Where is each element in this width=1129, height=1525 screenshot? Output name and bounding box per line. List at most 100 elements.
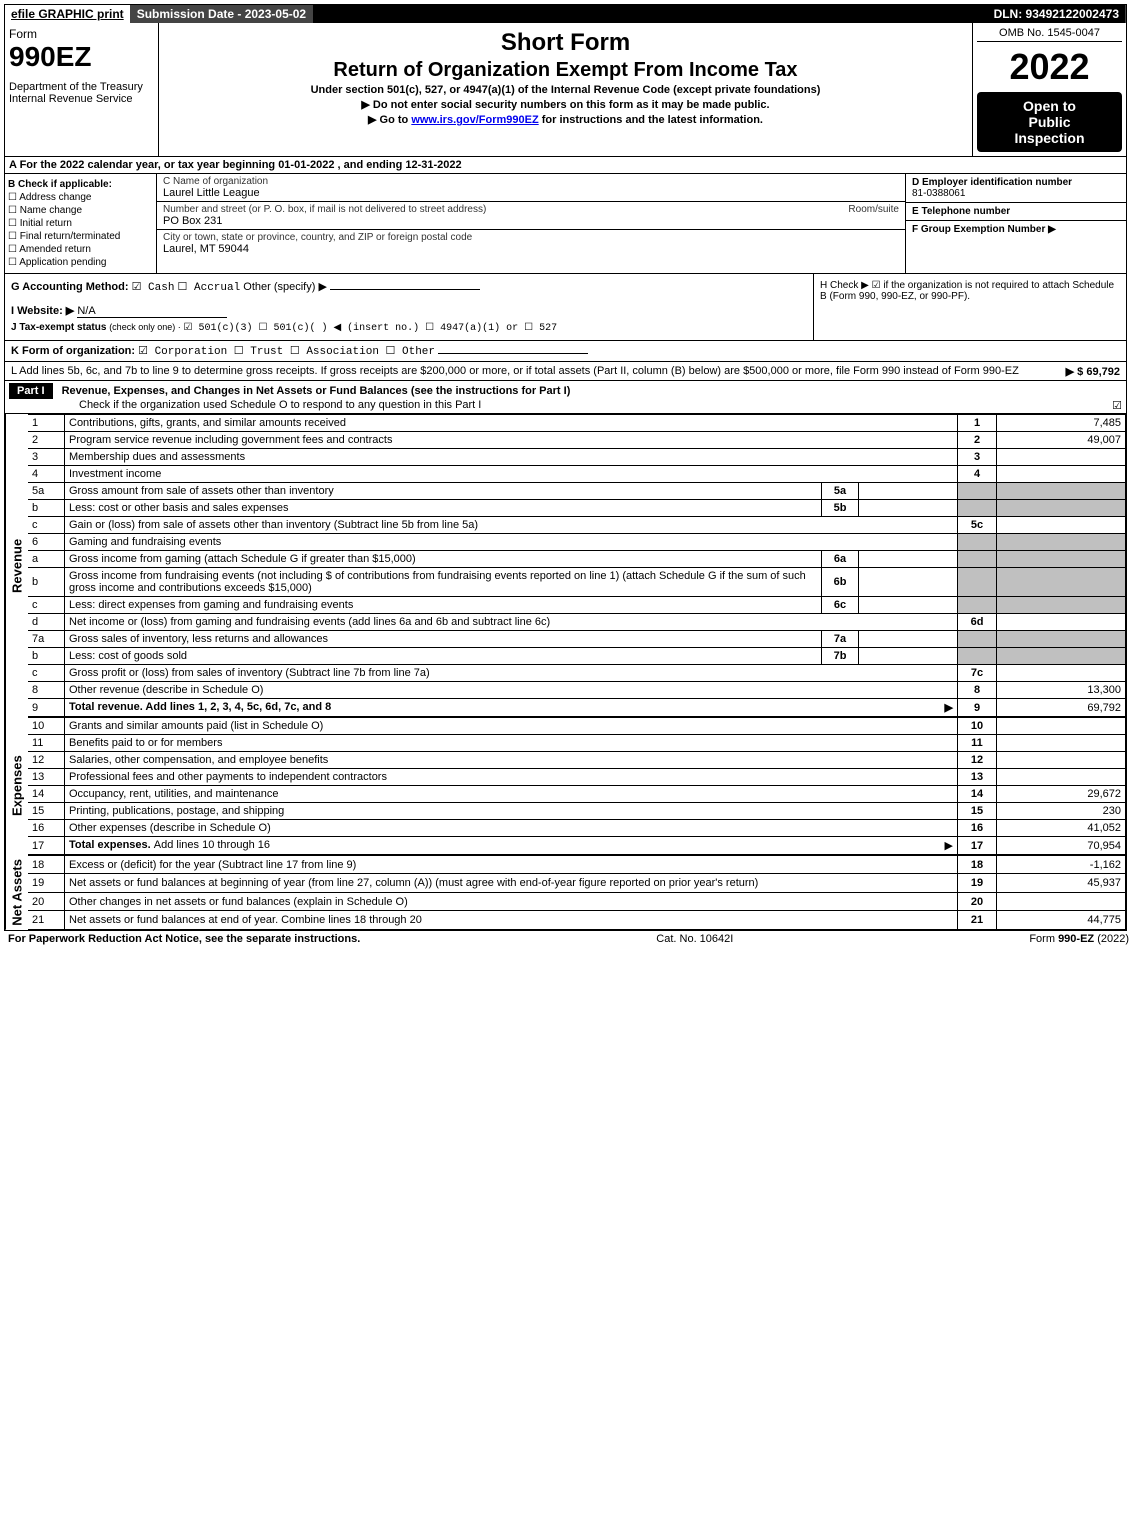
k-label: K Form of organization: bbox=[11, 345, 135, 357]
l6c-desc: Less: direct expenses from gaming and fu… bbox=[65, 597, 822, 614]
l11-amount bbox=[997, 735, 1126, 752]
irs-link[interactable]: www.irs.gov/Form990EZ bbox=[411, 114, 538, 126]
l8-amount: 13,300 bbox=[997, 682, 1126, 699]
k-opts[interactable]: ☑ Corporation ☐ Trust ☐ Association ☐ Ot… bbox=[138, 346, 435, 358]
l7c-amount bbox=[997, 665, 1126, 682]
l5a-desc: Gross amount from sale of assets other t… bbox=[65, 483, 822, 500]
l11-num: 11 bbox=[28, 735, 65, 752]
line-9: 9Total revenue. Total revenue. Add lines… bbox=[28, 699, 1126, 717]
l21-num: 21 bbox=[28, 911, 65, 929]
line-6a: aGross income from gaming (attach Schedu… bbox=[28, 551, 1126, 568]
l7a-subval bbox=[859, 631, 958, 648]
g-accrual[interactable]: ☐ Accrual bbox=[178, 282, 241, 294]
row-k: K Form of organization: ☑ Corporation ☐ … bbox=[5, 341, 1126, 362]
l7b-subcol: 7b bbox=[822, 648, 859, 665]
col-b-header: B Check if applicable: bbox=[8, 179, 153, 190]
part1-checkbox[interactable]: ☑ bbox=[1112, 399, 1122, 413]
l19-amount: 45,937 bbox=[997, 874, 1126, 892]
g-label: G Accounting Method: bbox=[11, 281, 129, 293]
line-14: 14Occupancy, rent, utilities, and mainte… bbox=[28, 786, 1126, 803]
l20-num: 20 bbox=[28, 892, 65, 910]
l4-amount bbox=[997, 466, 1126, 483]
column-de: D Employer identification number 81-0388… bbox=[906, 174, 1126, 273]
subtitle-ssn: ▶ Do not enter social security numbers o… bbox=[167, 98, 964, 111]
expenses-section: Expenses 10Grants and similar amounts pa… bbox=[5, 717, 1126, 855]
l14-num: 14 bbox=[28, 786, 65, 803]
footer-form-post: (2022) bbox=[1094, 933, 1129, 945]
l6a-num: a bbox=[28, 551, 65, 568]
l12-amount bbox=[997, 752, 1126, 769]
chk-application-pending[interactable]: Application pending bbox=[8, 257, 153, 268]
l5b-shade2 bbox=[997, 500, 1126, 517]
chk-name-change[interactable]: Name change bbox=[8, 205, 153, 216]
row-l: L Add lines 5b, 6c, and 7b to line 9 to … bbox=[5, 362, 1126, 381]
line-20: 20Other changes in net assets or fund ba… bbox=[28, 892, 1126, 910]
j-opts[interactable]: ☑ 501(c)(3) ☐ 501(c)( ) ◀ (insert no.) ☐… bbox=[184, 323, 558, 334]
part1-title: Revenue, Expenses, and Changes in Net As… bbox=[62, 385, 571, 397]
l9-num: 9 bbox=[28, 699, 65, 717]
l6d-num: d bbox=[28, 614, 65, 631]
row-j: J Tax-exempt status (check only one) · ☑… bbox=[11, 322, 807, 334]
row-g-left: G Accounting Method: ☑ Cash ☐ Accrual Ot… bbox=[5, 274, 813, 340]
l6-shade bbox=[958, 534, 997, 551]
chk-address-change[interactable]: Address change bbox=[8, 192, 153, 203]
open-line2: Public bbox=[979, 114, 1120, 130]
open-line3: Inspection bbox=[979, 130, 1120, 146]
l6c-shade2 bbox=[997, 597, 1126, 614]
l10-desc: Grants and similar amounts paid (list in… bbox=[65, 718, 958, 735]
l14-lineno: 14 bbox=[958, 786, 997, 803]
l7a-desc: Gross sales of inventory, less returns a… bbox=[65, 631, 822, 648]
l16-amount: 41,052 bbox=[997, 820, 1126, 837]
line-17: 17Total expenses. Add lines 10 through 1… bbox=[28, 837, 1126, 855]
l5a-subval bbox=[859, 483, 958, 500]
l5b-subcol: 5b bbox=[822, 500, 859, 517]
l21-lineno: 21 bbox=[958, 911, 997, 929]
efile-print-link[interactable]: efile GRAPHIC print bbox=[5, 5, 131, 23]
l6b-num: b bbox=[28, 568, 65, 597]
form-number: 990EZ bbox=[9, 41, 154, 73]
l6c-shade bbox=[958, 597, 997, 614]
ein-label: D Employer identification number bbox=[912, 177, 1072, 188]
l-amount: ▶ $ 69,792 bbox=[1066, 365, 1120, 378]
l1-num: 1 bbox=[28, 415, 65, 432]
subtitle-goto: ▶ Go to www.irs.gov/Form990EZ for instru… bbox=[167, 113, 964, 126]
open-line1: Open to bbox=[979, 98, 1120, 114]
page-footer: For Paperwork Reduction Act Notice, see … bbox=[4, 931, 1129, 947]
line-1: 1Contributions, gifts, grants, and simil… bbox=[28, 415, 1126, 432]
addr-label: Number and street (or P. O. box, if mail… bbox=[163, 204, 486, 215]
line-6: 6Gaming and fundraising events bbox=[28, 534, 1126, 551]
l4-lineno: 4 bbox=[958, 466, 997, 483]
section-a-taxyear: A For the 2022 calendar year, or tax yea… bbox=[5, 157, 1126, 174]
netassets-vert-label: Net Assets bbox=[5, 855, 28, 930]
l6b-subval bbox=[859, 568, 958, 597]
header-right: OMB No. 1545-0047 2022 Open to Public In… bbox=[973, 23, 1126, 156]
l9-amount: 69,792 bbox=[997, 699, 1126, 717]
line-21: 21Net assets or fund balances at end of … bbox=[28, 911, 1126, 929]
g-cash[interactable]: ☑ Cash bbox=[132, 282, 175, 294]
g-other-line[interactable] bbox=[330, 289, 480, 290]
i-label: I Website: ▶ bbox=[11, 305, 74, 317]
l21-amount: 44,775 bbox=[997, 911, 1126, 929]
l6d-amount bbox=[997, 614, 1126, 631]
chk-final-return[interactable]: Final return/terminated bbox=[8, 231, 153, 242]
title-return: Return of Organization Exempt From Incom… bbox=[167, 59, 964, 82]
l20-amount bbox=[997, 892, 1126, 910]
k-other-line[interactable] bbox=[438, 353, 588, 354]
chk-amended-return[interactable]: Amended return bbox=[8, 244, 153, 255]
l6b-subcol: 6b bbox=[822, 568, 859, 597]
l5a-subcol: 5a bbox=[822, 483, 859, 500]
line-8: 8Other revenue (describe in Schedule O)8… bbox=[28, 682, 1126, 699]
l10-amount bbox=[997, 718, 1126, 735]
l2-num: 2 bbox=[28, 432, 65, 449]
omb-number: OMB No. 1545-0047 bbox=[977, 27, 1122, 42]
subtitle-section: Under section 501(c), 527, or 4947(a)(1)… bbox=[167, 84, 964, 96]
l18-amount: -1,162 bbox=[997, 856, 1126, 874]
l7c-num: c bbox=[28, 665, 65, 682]
l10-num: 10 bbox=[28, 718, 65, 735]
chk-initial-return[interactable]: Initial return bbox=[8, 218, 153, 229]
revenue-section: Revenue 1Contributions, gifts, grants, a… bbox=[5, 414, 1126, 717]
l6b-desc: Gross income from fundraising events (no… bbox=[65, 568, 822, 597]
footer-form-bold: 990-EZ bbox=[1058, 933, 1094, 945]
dept-treasury: Department of the Treasury bbox=[9, 81, 154, 93]
l14-desc: Occupancy, rent, utilities, and maintena… bbox=[65, 786, 958, 803]
